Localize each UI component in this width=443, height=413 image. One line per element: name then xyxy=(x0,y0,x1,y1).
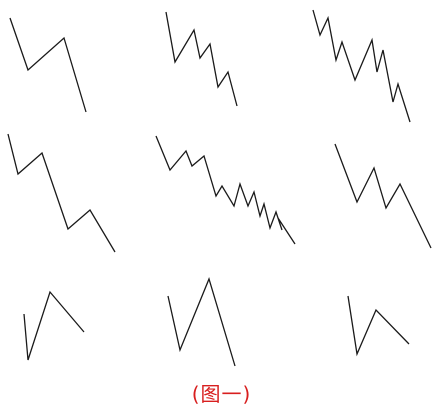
panel-r1-c3-zigzag-line xyxy=(312,9,411,123)
panel-r2-c1-zigzag-line xyxy=(7,133,116,253)
figure-caption: (图一) xyxy=(191,382,252,406)
panel-r3-c3-zigzag-line xyxy=(347,295,410,357)
panel-r1-c2-zigzag-line xyxy=(165,11,238,107)
panel-r3-c1-zigzag-line xyxy=(23,290,85,361)
panel-r2-c3-zigzag-line xyxy=(334,143,432,249)
panel-r3-c2-zigzag-line xyxy=(167,277,236,367)
panel-r2-c2-zigzag-line xyxy=(155,135,296,245)
zigzag-panels xyxy=(7,9,432,367)
panel-r1-c1-zigzag-line xyxy=(9,17,87,113)
